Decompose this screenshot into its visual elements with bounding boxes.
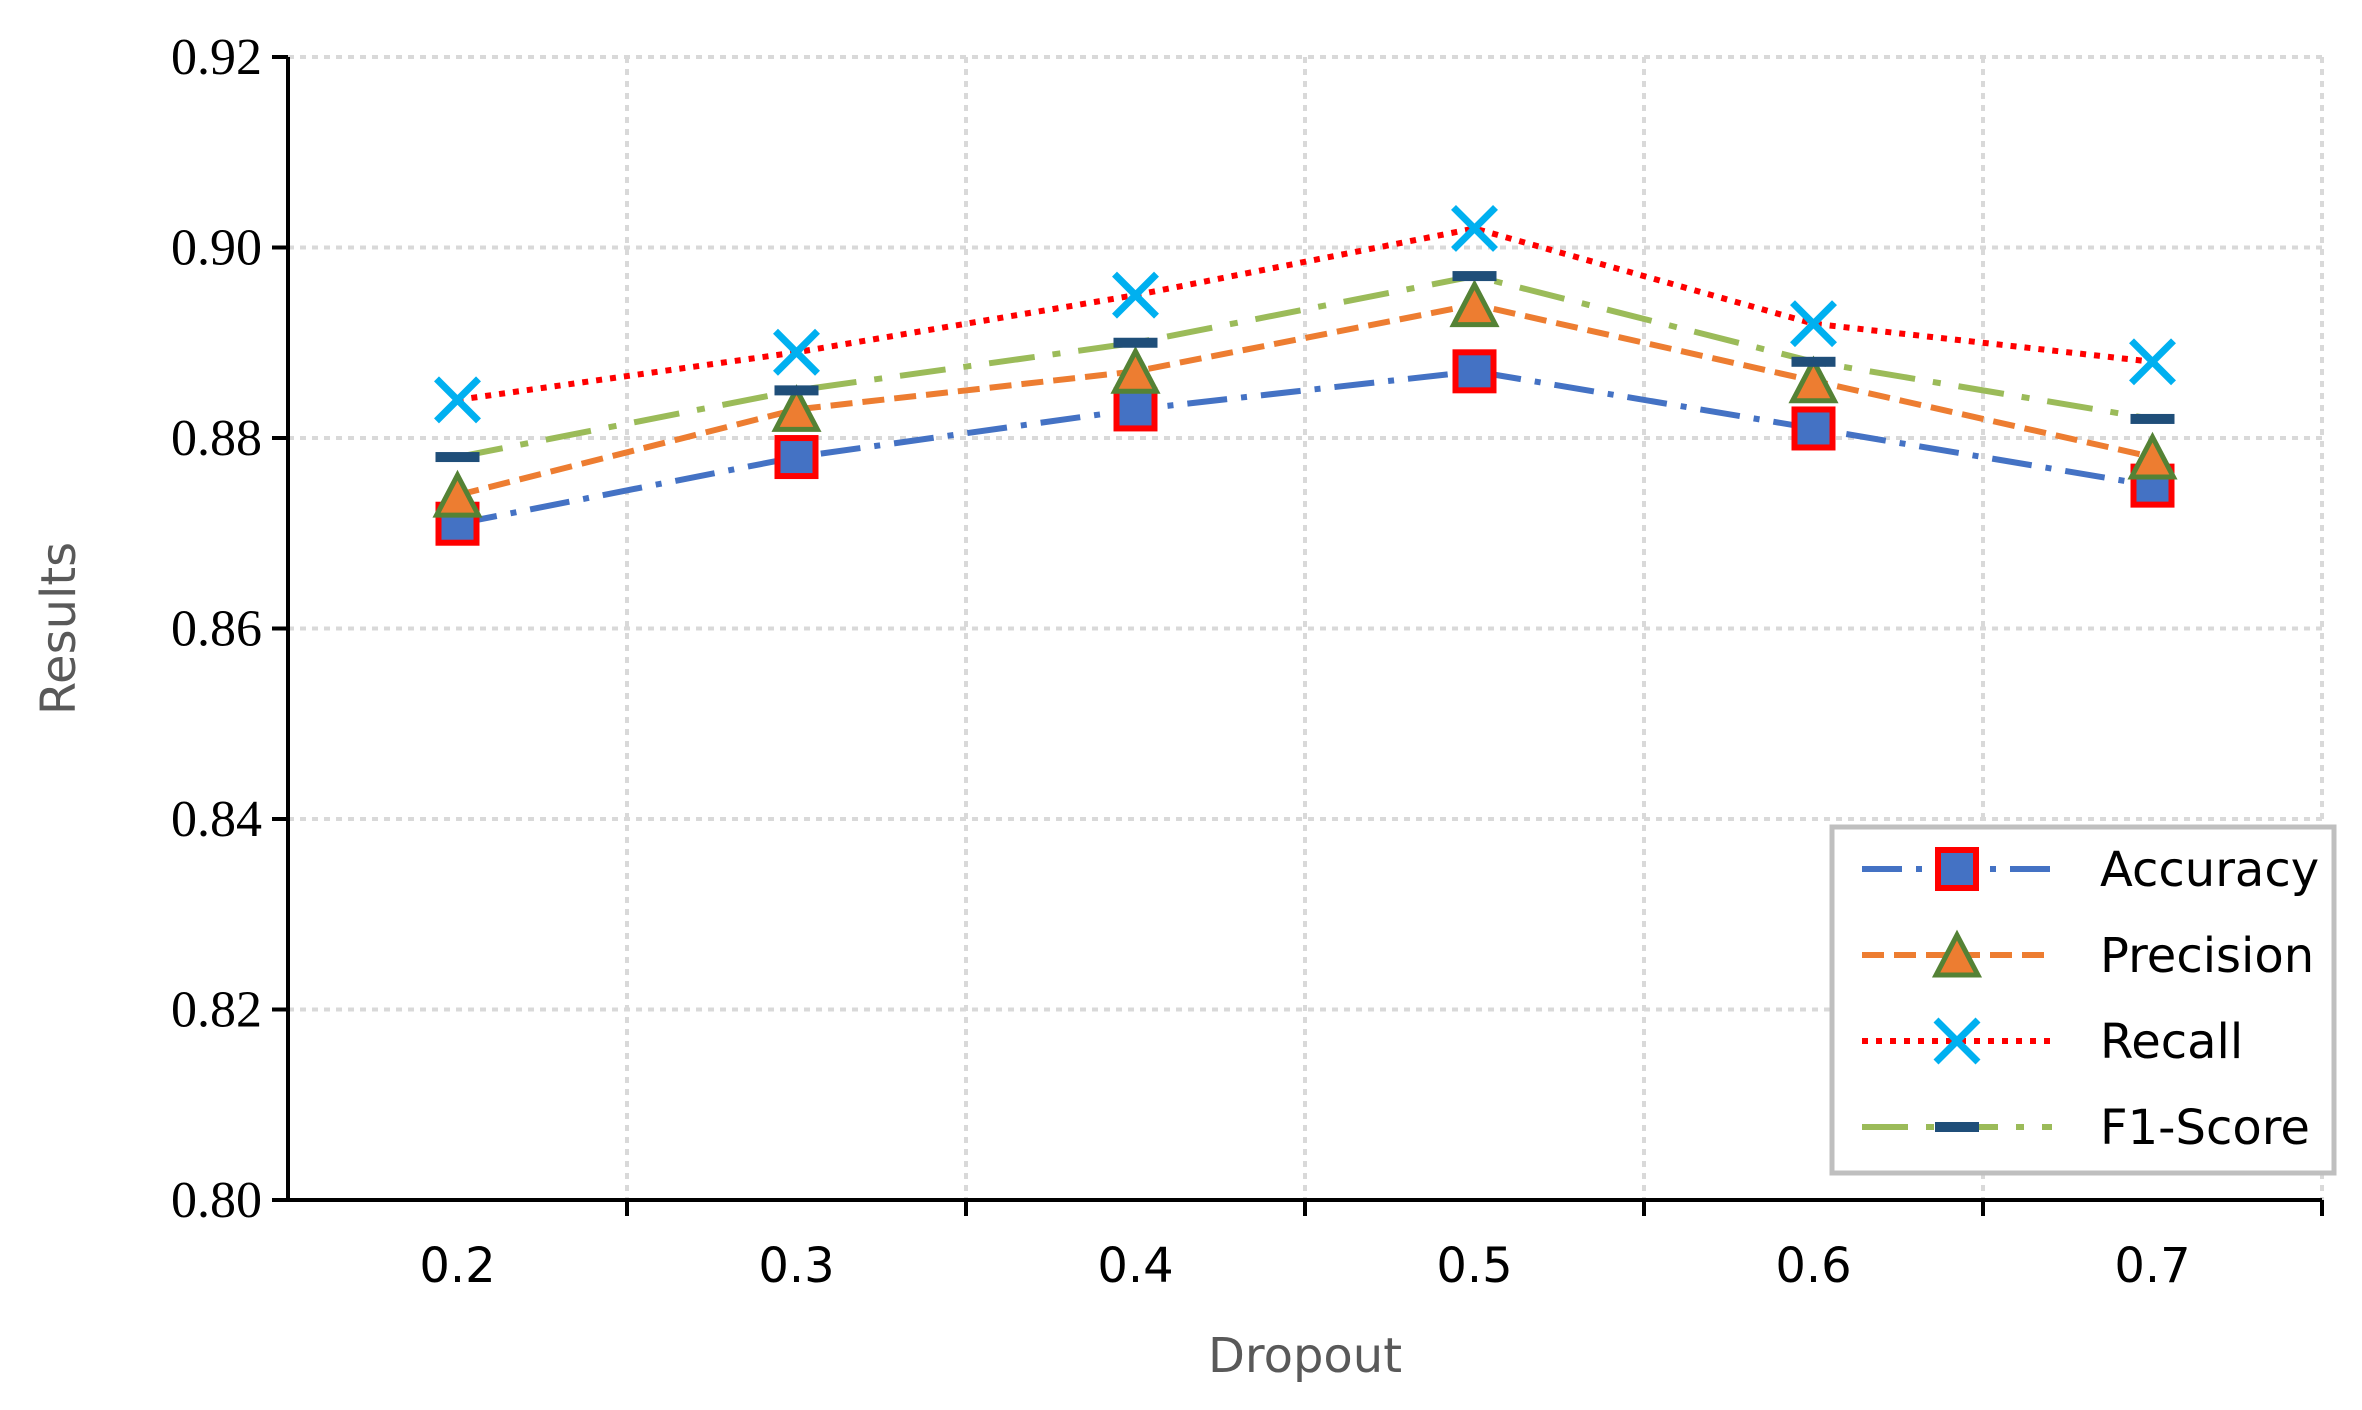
legend-marker — [1931, 929, 1983, 978]
point-recall-0.2 — [434, 376, 481, 424]
y-tick-label: 0.90 — [171, 220, 262, 277]
series-line-precision — [456, 301, 2154, 499]
legend: Accuracy Precision Recall F1-Score — [1829, 824, 2337, 1176]
point-f1-score-0.6 — [1791, 356, 1836, 367]
point-precision-0.7 — [2127, 431, 2178, 480]
y-axis-title: Results — [31, 542, 87, 715]
point-recall-0.6 — [1790, 300, 1837, 348]
point-recall-0.5 — [1451, 204, 1498, 252]
point-accuracy-0.4 — [1113, 387, 1158, 432]
series-line-f1-score — [456, 273, 2153, 460]
x-tick-label: 0.6 — [1775, 1238, 1851, 1294]
x-axis-ticks: 0.2 0.3 0.4 0.5 0.6 0.7 — [419, 1200, 2324, 1294]
point-accuracy-0.3 — [774, 435, 819, 480]
point-precision-0.6 — [1788, 355, 1839, 404]
y-tick-label: 0.86 — [171, 601, 262, 658]
legend-item-f1-score: F1-Score — [1862, 1100, 2310, 1156]
legend-item-precision: Precision — [1862, 928, 2314, 984]
y-tick-label: 0.82 — [171, 982, 262, 1039]
point-precision-0.3 — [771, 384, 822, 432]
point-accuracy-0.6 — [1791, 406, 1836, 451]
y-tick-label: 0.80 — [171, 1172, 262, 1229]
y-tick-label: 0.92 — [171, 29, 262, 86]
series-precision — [432, 279, 2178, 518]
point-recall-0.3 — [773, 328, 820, 376]
series-line-accuracy — [456, 368, 2153, 527]
point-f1-score-0.3 — [774, 385, 819, 396]
legend-label: F1-Score — [2100, 1100, 2310, 1156]
x-tick-label: 0.2 — [419, 1238, 495, 1294]
legend-label: Recall — [2100, 1014, 2243, 1070]
x-tick-label: 0.4 — [1097, 1238, 1173, 1294]
x-tick-label: 0.7 — [2114, 1238, 2190, 1294]
legend-item-accuracy: Accuracy — [1862, 842, 2319, 898]
x-tick-label: 0.5 — [1436, 1238, 1512, 1294]
point-accuracy-0.5 — [1452, 349, 1497, 394]
series-group — [432, 204, 2178, 546]
point-precision-0.2 — [432, 469, 483, 518]
legend-marker — [1935, 1122, 1979, 1132]
legend-box — [1829, 824, 2337, 1176]
y-tick-label: 0.88 — [171, 410, 262, 467]
point-f1-score-0.4 — [1113, 337, 1158, 348]
legend-item-recall: Recall — [1862, 1014, 2243, 1070]
series-f1-score — [435, 271, 2175, 463]
point-f1-score-0.5 — [1452, 271, 1497, 282]
x-axis-title: Dropout — [1208, 1328, 1402, 1384]
y-tick-label: 0.84 — [171, 791, 262, 848]
point-f1-score-0.2 — [435, 452, 480, 463]
y-axis-ticks: 0.80 0.82 0.84 0.86 0.88 0.90 0.92 — [171, 29, 288, 1229]
series-line-recall — [457, 225, 2153, 403]
point-recall-0.7 — [2129, 338, 2176, 386]
legend-marker — [1935, 847, 1979, 891]
x-tick-label: 0.3 — [758, 1238, 834, 1294]
point-precision-0.5 — [1449, 279, 1500, 328]
legend-label: Precision — [2100, 928, 2314, 984]
point-recall-0.4 — [1112, 271, 1159, 319]
point-precision-0.4 — [1110, 345, 1161, 394]
point-f1-score-0.7 — [2130, 413, 2175, 424]
series-recall — [434, 204, 2176, 424]
legend-marker — [1933, 1017, 1981, 1065]
legend-label: Accuracy — [2100, 842, 2319, 898]
